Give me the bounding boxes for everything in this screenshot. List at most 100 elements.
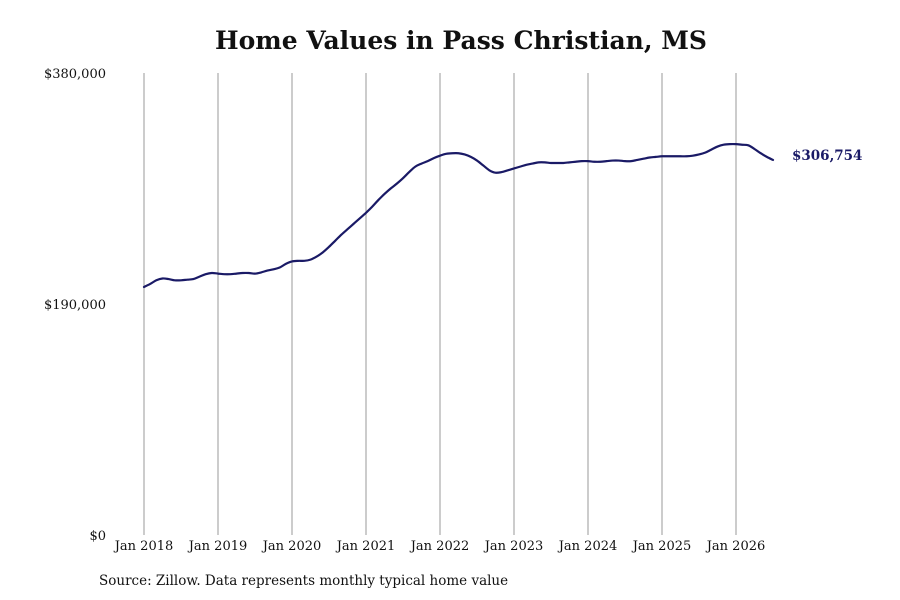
data-point bbox=[395, 182, 398, 185]
data-point bbox=[223, 273, 226, 276]
data-point bbox=[315, 255, 318, 258]
data-point bbox=[438, 154, 441, 157]
data-point bbox=[716, 145, 719, 148]
y-axis-tick-labels: $0 $190,000 $380,000 bbox=[44, 67, 106, 544]
data-point bbox=[593, 160, 596, 163]
data-point bbox=[426, 160, 429, 163]
data-point bbox=[303, 259, 306, 262]
x-tick-label: Jan 2019 bbox=[187, 539, 248, 554]
data-point bbox=[321, 251, 324, 254]
data-point bbox=[494, 171, 497, 174]
data-point bbox=[574, 160, 577, 163]
data-point bbox=[210, 271, 213, 274]
data-point bbox=[617, 159, 620, 162]
x-tick-label: Jan 2025 bbox=[631, 539, 692, 554]
data-point bbox=[636, 158, 639, 161]
data-point bbox=[562, 161, 565, 164]
data-point bbox=[512, 167, 515, 170]
data-point bbox=[229, 273, 232, 276]
data-point bbox=[457, 152, 460, 155]
data-point bbox=[630, 160, 633, 163]
x-axis-tick-labels: Jan 2018 Jan 2019 Jan 2020 Jan 2021 Jan 2022… bbox=[113, 539, 766, 554]
data-point bbox=[679, 155, 682, 158]
x-tick-label: Jan 2022 bbox=[409, 539, 470, 554]
data-point bbox=[327, 245, 330, 248]
data-point bbox=[463, 153, 466, 156]
data-point bbox=[537, 161, 540, 164]
data-point bbox=[697, 153, 700, 156]
data-point bbox=[204, 273, 207, 276]
data-point bbox=[654, 155, 657, 158]
y-tick-label: $190,000 bbox=[44, 298, 106, 313]
data-point bbox=[667, 155, 670, 158]
data-point bbox=[253, 272, 256, 275]
data-point bbox=[371, 205, 374, 208]
data-point bbox=[549, 161, 552, 164]
data-point bbox=[580, 160, 583, 163]
data-point bbox=[383, 192, 386, 195]
data-point bbox=[691, 154, 694, 157]
series-layer bbox=[142, 142, 775, 289]
data-point bbox=[741, 143, 744, 146]
data-point bbox=[161, 277, 164, 280]
data-point bbox=[660, 155, 663, 158]
x-tick-label: Jan 2023 bbox=[483, 539, 544, 554]
data-point bbox=[192, 277, 195, 280]
data-point bbox=[401, 177, 404, 180]
data-point bbox=[266, 269, 269, 272]
data-point bbox=[531, 162, 534, 165]
data-point bbox=[155, 279, 158, 282]
x-tick-label: Jan 2026 bbox=[705, 539, 766, 554]
x-tick-label: Jan 2024 bbox=[557, 539, 618, 554]
data-point bbox=[414, 165, 417, 168]
data-point bbox=[247, 271, 250, 274]
data-point bbox=[389, 187, 392, 190]
data-point bbox=[488, 169, 491, 172]
data-point bbox=[142, 285, 145, 288]
y-tick-label: $0 bbox=[89, 529, 106, 544]
x-tick-label: Jan 2021 bbox=[335, 539, 396, 554]
data-point bbox=[198, 275, 201, 278]
data-point bbox=[543, 161, 546, 164]
series-line-0 bbox=[142, 142, 775, 289]
data-point bbox=[451, 152, 454, 155]
data-point bbox=[358, 217, 361, 220]
data-point bbox=[710, 148, 713, 151]
data-point bbox=[297, 259, 300, 262]
y-tick-label: $380,000 bbox=[44, 67, 106, 82]
data-point bbox=[186, 278, 189, 281]
data-point bbox=[765, 155, 768, 158]
data-point bbox=[734, 143, 737, 146]
data-point bbox=[642, 157, 645, 160]
data-point bbox=[235, 272, 238, 275]
data-point bbox=[346, 228, 349, 231]
data-point bbox=[179, 279, 182, 282]
data-point bbox=[173, 279, 176, 282]
data-point bbox=[241, 271, 244, 274]
data-point bbox=[771, 158, 774, 161]
data-point bbox=[420, 162, 423, 165]
data-point bbox=[445, 152, 448, 155]
vertical-gridlines bbox=[143, 73, 737, 535]
data-point bbox=[432, 157, 435, 160]
data-point bbox=[605, 160, 608, 163]
data-point bbox=[278, 266, 281, 269]
data-point bbox=[556, 161, 559, 164]
data-point bbox=[704, 151, 707, 154]
data-point bbox=[623, 160, 626, 163]
x-tick-label: Jan 2018 bbox=[113, 539, 174, 554]
data-point bbox=[149, 282, 152, 285]
data-point bbox=[377, 198, 380, 201]
end-value-label: $306,754 bbox=[792, 148, 862, 164]
data-point bbox=[685, 155, 688, 158]
data-point bbox=[586, 160, 589, 163]
data-point bbox=[519, 165, 522, 168]
data-point bbox=[284, 262, 287, 265]
data-point bbox=[611, 159, 614, 162]
data-point bbox=[759, 152, 762, 155]
data-point bbox=[290, 260, 293, 263]
data-point bbox=[340, 233, 343, 236]
chart-title: Home Values in Pass Christian, MS bbox=[215, 26, 707, 55]
data-point bbox=[352, 222, 355, 225]
